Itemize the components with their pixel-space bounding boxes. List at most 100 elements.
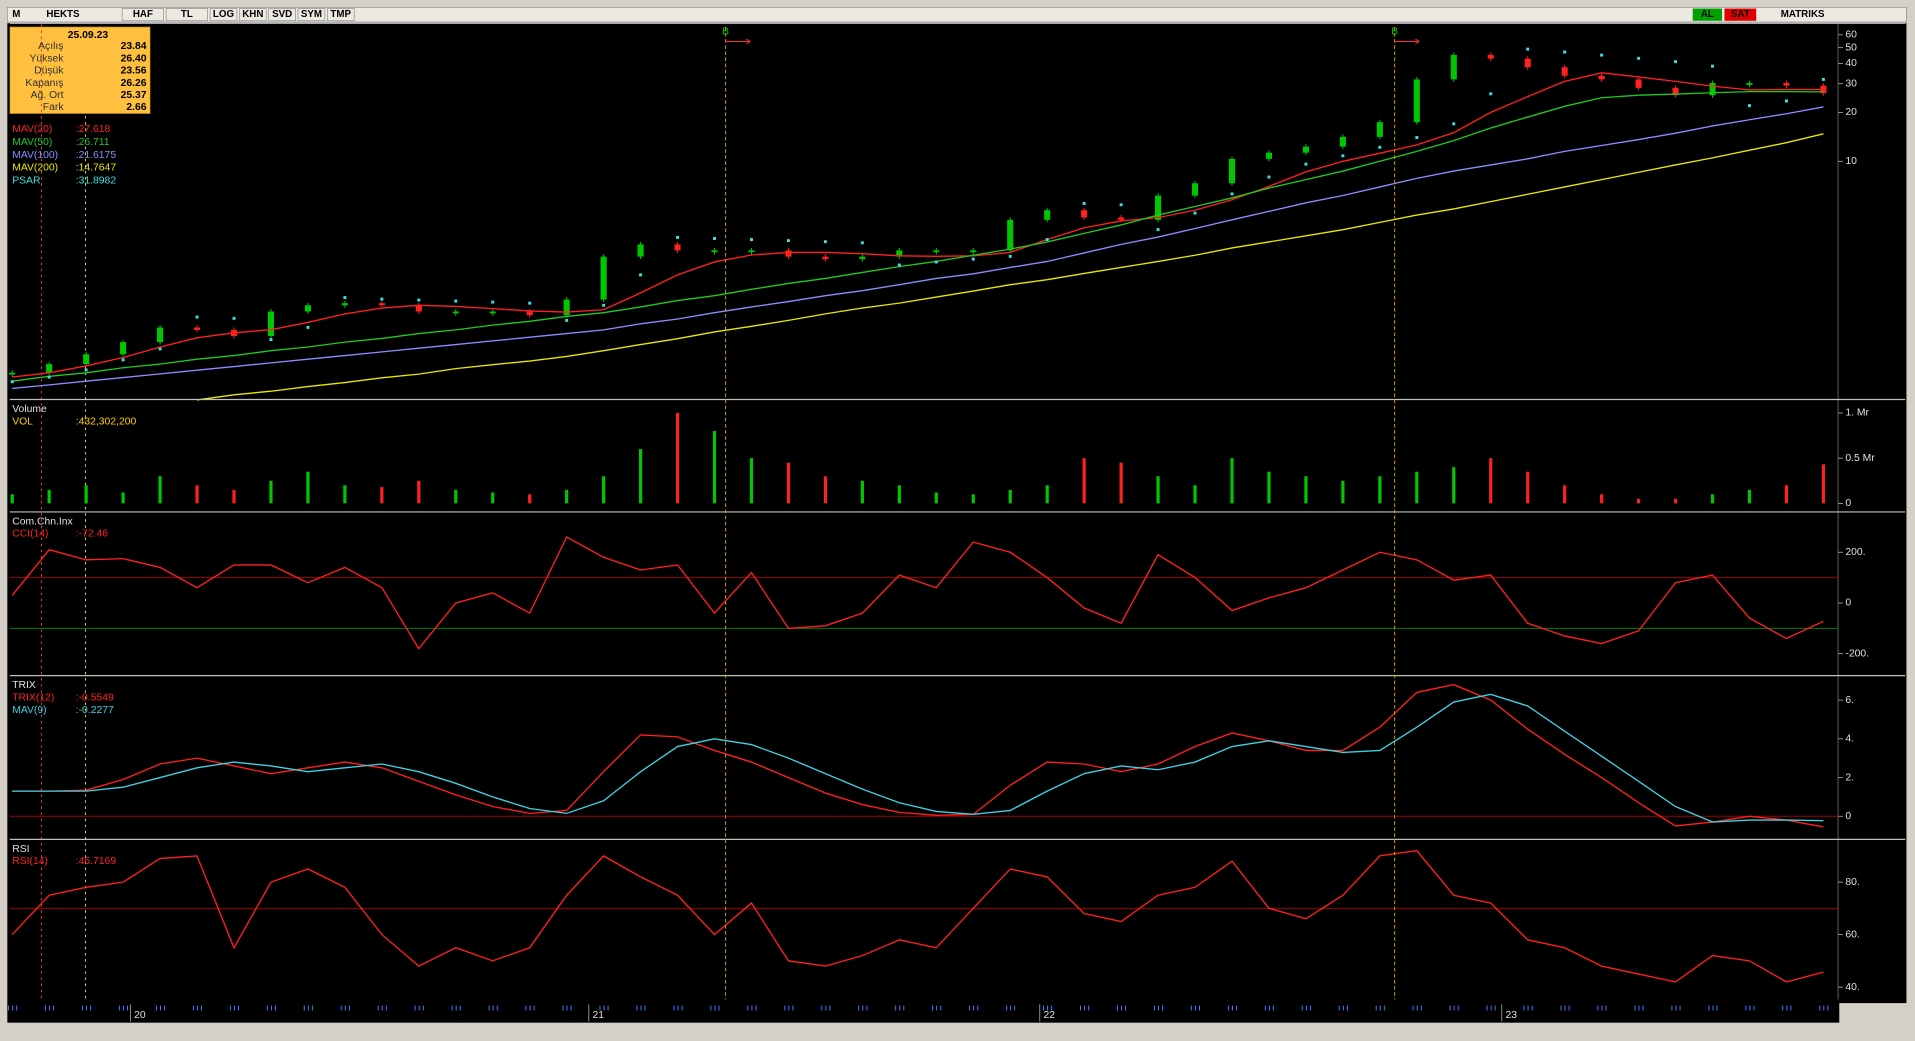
toolbar-button-label[interactable]: TMP xyxy=(330,9,351,20)
toolbar-button-label[interactable]: LOG xyxy=(213,9,234,20)
info-label: Ağ. Ort xyxy=(31,90,64,101)
volume-bar xyxy=(121,492,125,504)
volume-bar xyxy=(1267,471,1271,504)
toolbar-button[interactable] xyxy=(327,8,355,22)
info-value: 26.26 xyxy=(121,78,147,89)
y-tick-label: 0 xyxy=(1845,811,1851,822)
psar-dot xyxy=(343,296,347,300)
psar-dot xyxy=(121,358,125,362)
toolbar-button[interactable] xyxy=(165,8,208,22)
legend-name: PSAR xyxy=(12,176,41,187)
toolbar-button-label[interactable]: TL xyxy=(181,9,193,20)
candle xyxy=(1413,79,1420,123)
toolbar-button-label[interactable]: SYM xyxy=(301,9,322,20)
toolbar-button[interactable] xyxy=(209,8,238,22)
series-line xyxy=(11,536,1824,650)
panel-title: Com.Chn.Inx xyxy=(12,516,73,527)
series-line xyxy=(12,683,1824,828)
candle xyxy=(1007,219,1014,251)
date-strip xyxy=(7,1001,1840,1023)
legend-value: :26.711 xyxy=(76,137,110,148)
volume-bar xyxy=(1673,498,1678,504)
chart-area xyxy=(7,23,1907,1004)
volume-bar xyxy=(675,412,680,504)
volume-bar xyxy=(1784,485,1789,504)
candle xyxy=(1191,183,1199,196)
volume-bar xyxy=(195,485,199,504)
toolbar-button[interactable] xyxy=(239,8,267,22)
y-tick-label: 40 xyxy=(1845,58,1857,69)
legend-name: MAV(9) xyxy=(12,705,46,716)
candle xyxy=(1487,54,1494,59)
info-label: Yüksek xyxy=(29,53,64,64)
psar-dot xyxy=(454,299,458,303)
candle xyxy=(193,327,201,330)
candle xyxy=(1118,217,1125,220)
y-tick-label: 30 xyxy=(1845,78,1857,89)
legend-value: :21.6175 xyxy=(76,150,117,161)
candle xyxy=(1081,210,1088,218)
y-tick-label: 50 xyxy=(1845,42,1857,53)
volume-bar xyxy=(897,485,901,504)
psar-dot xyxy=(1082,202,1086,205)
candle xyxy=(1561,67,1568,76)
toolbar-button[interactable] xyxy=(297,8,326,22)
candle xyxy=(970,250,977,253)
toolbar-button-label[interactable]: SVD xyxy=(272,9,292,20)
candle xyxy=(1746,83,1753,85)
psar-dot xyxy=(823,240,827,244)
candle xyxy=(46,364,53,373)
volume-bar xyxy=(306,471,310,504)
volume-bar xyxy=(343,485,347,504)
buy-label[interactable]: AL xyxy=(1701,9,1714,20)
info-label: Kapanış xyxy=(25,78,63,89)
psar-dot xyxy=(897,263,901,267)
psar-dot xyxy=(491,300,495,304)
volume-bar xyxy=(528,494,532,504)
psar-dot xyxy=(380,297,384,301)
x-tick-label: 23 xyxy=(1505,1010,1517,1021)
legend-value: :-0.5549 xyxy=(76,692,114,703)
volume-bar xyxy=(565,489,569,504)
volume-bar xyxy=(1489,458,1493,504)
info-value: 25.37 xyxy=(121,90,147,101)
toolbar-button[interactable] xyxy=(121,8,164,22)
psar-dot xyxy=(232,316,236,320)
signal-label: B xyxy=(722,27,729,38)
series-line xyxy=(12,693,1824,823)
buy-button[interactable] xyxy=(1692,8,1723,21)
candle xyxy=(83,354,90,365)
volume-bar xyxy=(1304,476,1308,504)
candle xyxy=(1783,83,1790,86)
y-tick-label: 6. xyxy=(1845,695,1854,706)
psar-dot xyxy=(1230,192,1234,196)
sell-label[interactable]: SAT xyxy=(1731,9,1750,20)
legend-name: MAV(50) xyxy=(12,137,52,148)
candle xyxy=(378,303,385,306)
psar-dot xyxy=(1563,50,1567,54)
volume-bar xyxy=(971,494,975,504)
legend-name: MAV(200) xyxy=(12,163,58,174)
candle xyxy=(933,250,940,253)
info-label: Fark xyxy=(43,102,65,113)
volume-bar xyxy=(1156,476,1160,504)
legend-name: CCI(14) xyxy=(12,529,48,540)
toolbar-button[interactable] xyxy=(268,8,296,22)
psar-dot xyxy=(1304,162,1308,166)
candle xyxy=(1265,152,1273,159)
psar-dot xyxy=(786,239,790,243)
toolbar-button-label[interactable]: HAF xyxy=(133,9,153,20)
psar-dot xyxy=(1378,145,1382,149)
toolbar-button-label[interactable]: KHN xyxy=(242,9,263,20)
legend-name: VOL xyxy=(12,416,33,427)
sell-button[interactable] xyxy=(1724,8,1757,21)
psar-dot xyxy=(158,347,162,351)
info-value: 23.56 xyxy=(121,66,147,77)
psar-dot xyxy=(528,301,532,305)
candle xyxy=(1228,158,1236,184)
info-value: 26.40 xyxy=(121,53,147,64)
legend-value: :14.7647 xyxy=(76,163,117,174)
candle xyxy=(526,311,533,316)
